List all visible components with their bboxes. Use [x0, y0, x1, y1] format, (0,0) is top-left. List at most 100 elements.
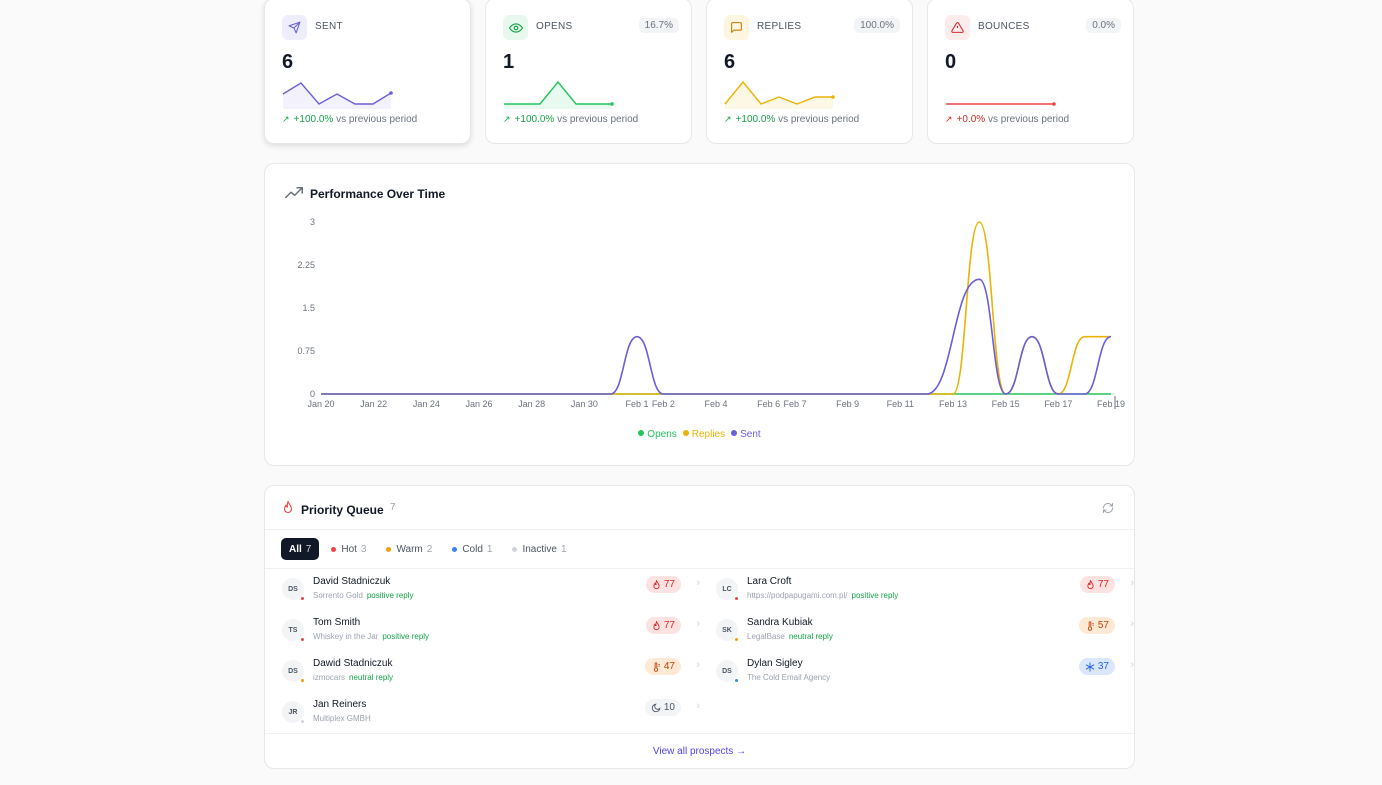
kpi-card-opens[interactable]: OPENS 16.7% 1 ↗ +100.0% vs previous perio… — [485, 0, 692, 144]
filter-count: 3 — [360, 543, 367, 555]
x-tick-label: Jan 20 — [307, 399, 334, 409]
prospect-meta: Whiskey in the Jar positive reply — [313, 632, 429, 641]
filter-inactive[interactable]: Inactive 1 — [504, 538, 574, 560]
legend-item-replies[interactable]: Replies — [682, 429, 725, 440]
status-dot — [512, 546, 518, 552]
lead-score: 57 — [1097, 620, 1109, 631]
filter-cold[interactable]: Cold 1 — [444, 538, 500, 560]
prospect-meta: LegalBase neutral reply — [747, 632, 833, 641]
prospect-row[interactable]: JR Jan Reiners Multiplex GMBH 10 › — [282, 699, 702, 739]
prospect-meta: https://podpapugami.com.pl/positive repl… — [747, 591, 898, 600]
x-tick-label: Feb 7 — [783, 399, 806, 409]
send-icon — [282, 15, 307, 40]
kpi-rate: 100.0% — [854, 18, 900, 33]
legend-item-sent[interactable]: Sent — [731, 429, 761, 440]
prospect-company: izmocars — [313, 673, 346, 682]
x-tick-label: Feb 9 — [836, 399, 859, 409]
status-dot — [300, 678, 305, 683]
series-line-replies — [321, 221, 1111, 395]
prospect-company: Multiplex GMBH — [313, 714, 371, 723]
kpi-delta: ↗ +100.0% vs previous period — [724, 114, 860, 125]
filter-label: All — [289, 543, 302, 555]
refresh-icon[interactable] — [1102, 502, 1114, 514]
lead-score: 77 — [1097, 579, 1109, 590]
chevron-right-icon[interactable]: › — [696, 659, 700, 671]
chart-title: Performance Over Time — [310, 187, 446, 201]
performance-card: Performance Over Time 3 2.25 1.5 0.75 0 Jan 2… — [264, 163, 1135, 466]
lead-score-badge: 77 — [1079, 576, 1115, 593]
filter-count: 1 — [560, 543, 567, 555]
chart-legend: Opens Replies Sent — [265, 429, 1134, 440]
avatar: DS — [716, 660, 739, 683]
reply-tag: positive reply — [851, 591, 899, 600]
thermometer-icon — [1085, 620, 1095, 631]
status-dot — [300, 719, 305, 724]
avatar: TS — [282, 619, 305, 642]
filter-label: Hot — [341, 543, 357, 555]
prospect-name: Tom Smith — [313, 617, 361, 628]
kpi-row: SENT 6 ↗ +100.0% vs previous period OPENS… — [264, 0, 1135, 144]
status-dot — [734, 596, 739, 601]
prospect-meta: The Cold Email Agency — [747, 673, 830, 682]
prospect-row[interactable]: DS Dylan Sigley The Cold Email Agency 37 › — [716, 658, 1136, 698]
chevron-right-icon[interactable]: › — [1130, 618, 1134, 630]
prospect-row[interactable]: DS Dawid Stadniczuk izmocars neutral reply 4… — [282, 658, 702, 698]
x-tick-label: Feb 19 — [1097, 399, 1125, 409]
legend-item-opens[interactable]: Opens — [638, 429, 677, 440]
kpi-card-replies[interactable]: REPLIES 100.0% 6 ↗ +100.0% vs previous pe… — [706, 0, 913, 144]
x-tick-label: Feb 2 — [652, 399, 675, 409]
lead-score-badge: 10 — [644, 699, 681, 716]
legend-dot — [682, 430, 689, 436]
avatar-initials: DS — [288, 585, 298, 593]
x-tick-label: Jan 24 — [413, 399, 440, 409]
prospect-name: David Stadniczuk — [313, 576, 391, 587]
chevron-right-icon[interactable]: › — [696, 577, 700, 589]
avatar-initials: DS — [288, 667, 298, 675]
kpi-delta: ↗ +0.0% vs previous period — [945, 114, 1070, 125]
status-dot — [386, 546, 392, 552]
lead-score: 37 — [1097, 661, 1109, 672]
chevron-right-icon[interactable]: › — [1130, 659, 1134, 671]
chevron-right-icon[interactable]: › — [696, 618, 700, 630]
x-tick-label: Feb 6 — [757, 399, 780, 409]
status-dot — [734, 678, 739, 683]
reply-tag: neutral reply — [788, 632, 833, 641]
filter-hot[interactable]: Hot 3 — [323, 538, 374, 560]
avatar: DS — [282, 578, 305, 601]
chevron-right-icon[interactable]: › — [1130, 577, 1134, 589]
kpi-value: 6 — [282, 51, 294, 73]
prospect-row[interactable]: LC Lara Croft https://podpapugami.com.pl/p… — [716, 576, 1136, 616]
kpi-value: 6 — [724, 51, 736, 73]
sent-sparkline — [282, 82, 393, 109]
prospect-company: The Cold Email Agency — [747, 673, 831, 682]
queue-footer: View all prospects → — [265, 733, 1134, 769]
lead-score: 77 — [663, 579, 675, 590]
y-tick-label: 0 — [310, 389, 315, 399]
view-all-link[interactable]: View all prospects → — [652, 746, 747, 757]
chevron-right-icon[interactable]: › — [696, 700, 700, 712]
kpi-delta: ↗ +100.0% vs previous period — [503, 114, 639, 125]
trend-up-icon: ↗ — [945, 114, 953, 124]
avatar-initials: TS — [288, 626, 298, 634]
prospect-row[interactable]: TS Tom Smith Whiskey in the Jar positive re… — [282, 617, 702, 657]
lead-score: 77 — [663, 620, 675, 631]
kpi-label: BOUNCES — [978, 21, 1030, 32]
x-tick-label: Feb 1 — [625, 399, 648, 409]
prospect-company: LegalBase — [747, 632, 785, 641]
filter-all[interactable]: All 7 — [281, 538, 320, 560]
prospect-row[interactable]: DS David Stadniczuk Sorrento Gold positive … — [282, 576, 702, 616]
kpi-rate: 16.7% — [638, 18, 679, 33]
kpi-card-bounces[interactable]: BOUNCES 0.0% 0 ↗ +0.0% vs previous period — [927, 0, 1134, 144]
x-tick-label: Jan 22 — [360, 399, 387, 409]
prospect-row[interactable]: SK Sandra Kubiak LegalBase neutral reply 57 › — [716, 617, 1136, 657]
prospect-meta: Multiplex GMBH — [313, 714, 371, 723]
y-tick-label: 2.25 — [297, 260, 315, 270]
kpi-card-sent[interactable]: SENT 6 ↗ +100.0% vs previous period — [264, 0, 471, 144]
status-dot — [300, 596, 305, 601]
prospect-name: Lara Croft — [747, 576, 792, 587]
filter-warm[interactable]: Warm 2 — [378, 538, 440, 560]
status-dot — [300, 637, 305, 642]
kpi-delta: ↗ +100.0% vs previous period — [282, 114, 418, 125]
priority-queue-card: Priority Queue 7 All 7 Hot 3 Warm 2 Cold 1 Inact… — [264, 485, 1135, 769]
